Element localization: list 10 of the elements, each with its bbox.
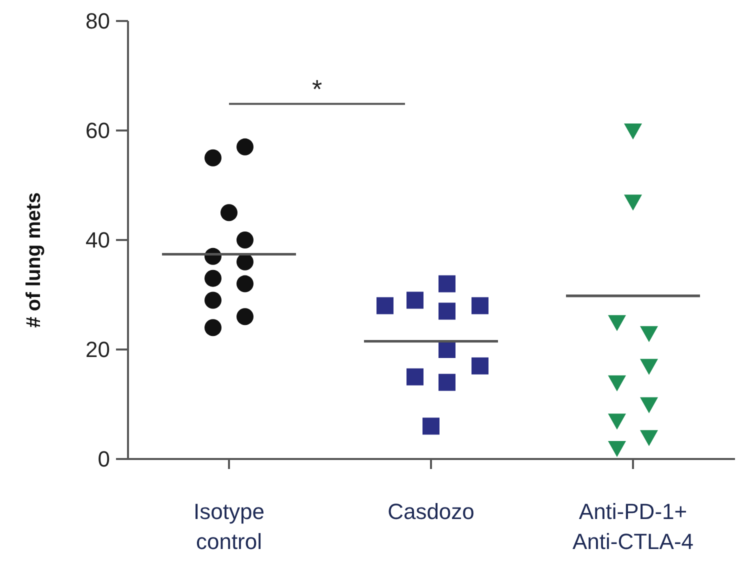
y-tick-label: 20 <box>86 337 110 362</box>
y-tick-label: 60 <box>86 118 110 144</box>
x-tick-label: Isotype control <box>194 499 264 554</box>
y-axis-title: # of lung mets <box>23 192 45 328</box>
y-tick-label: 80 <box>86 8 110 34</box>
y-tick-label: 0 <box>98 446 110 472</box>
x-tick-label: Casdozo <box>388 499 474 524</box>
x-tick-label: Anti-PD-1+ Anti-CTLA-4 <box>572 499 694 554</box>
annotation: * <box>312 74 322 104</box>
y-tick-label: 40 <box>86 228 110 253</box>
